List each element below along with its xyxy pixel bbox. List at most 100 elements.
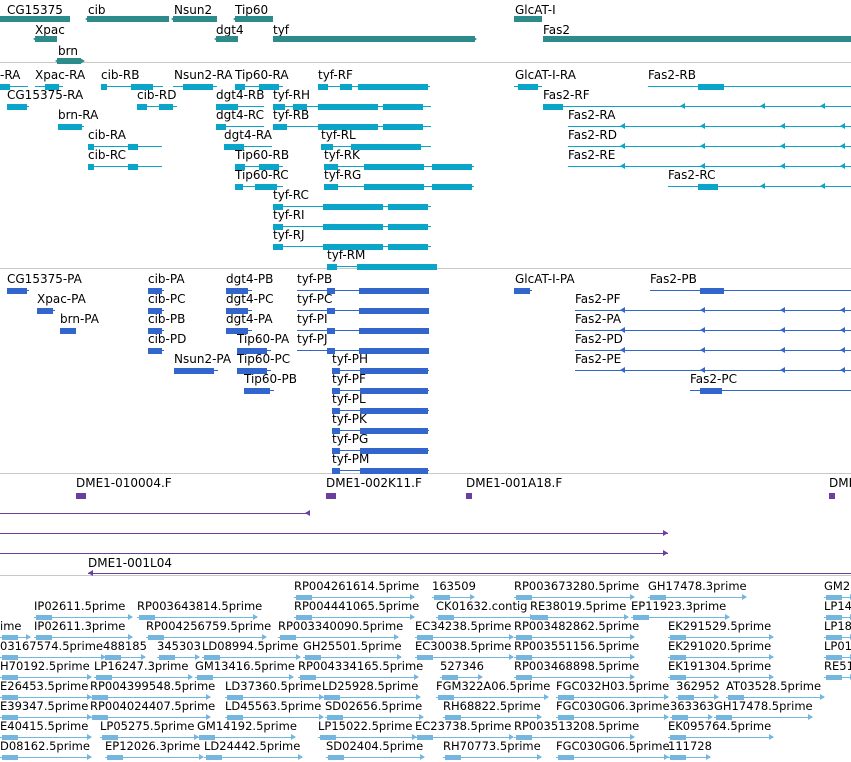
- transcript-glyph[interactable]: [668, 186, 851, 187]
- transcript-label[interactable]: tyf-RM: [327, 248, 366, 262]
- cds-block[interactable]: [174, 368, 214, 374]
- cds-block[interactable]: [359, 308, 429, 314]
- transcript-label[interactable]: Fas2-RB: [648, 68, 696, 82]
- transcript-label[interactable]: CG15375-RA: [7, 88, 84, 102]
- exon-block[interactable]: [698, 84, 724, 90]
- gene-glyph[interactable]: [0, 16, 70, 22]
- protein-label[interactable]: CG15375-PA: [7, 272, 82, 286]
- est-block[interactable]: [670, 655, 686, 660]
- gene-label[interactable]: cib: [88, 3, 106, 17]
- est-label[interactable]: SD02656.5prime: [325, 699, 423, 713]
- exon-block[interactable]: [128, 144, 138, 150]
- est-block[interactable]: [516, 655, 532, 660]
- clone-glyph[interactable]: [0, 553, 668, 554]
- est-glyph[interactable]: [202, 657, 300, 658]
- protein-label[interactable]: Tip60-PA: [237, 332, 290, 346]
- est-glyph[interactable]: [514, 637, 634, 638]
- est-block[interactable]: [105, 655, 121, 660]
- exon-block[interactable]: [388, 204, 428, 210]
- transcript-label[interactable]: Tip60-RA: [235, 68, 289, 82]
- transcript-label[interactable]: Fas2-RC: [668, 168, 716, 182]
- est-block[interactable]: [826, 595, 842, 600]
- cds-block[interactable]: [360, 408, 428, 414]
- est-glyph[interactable]: [648, 597, 746, 598]
- est-block[interactable]: [96, 675, 112, 680]
- est-glyph[interactable]: [157, 657, 199, 658]
- gene-glyph[interactable]: [235, 16, 273, 22]
- gene-glyph[interactable]: [514, 16, 542, 22]
- protein-label[interactable]: cib-PA: [148, 272, 185, 286]
- transcript-label[interactable]: cib-RD: [137, 88, 177, 102]
- est-label[interactable]: ime: [0, 619, 22, 633]
- est-block[interactable]: [417, 655, 433, 660]
- cds-block[interactable]: [360, 448, 428, 454]
- est-glyph[interactable]: [146, 637, 266, 638]
- est-block[interactable]: [36, 635, 52, 640]
- gene-glyph[interactable]: [173, 16, 217, 22]
- transcript-glyph[interactable]: [216, 106, 264, 107]
- est-label[interactable]: D08162.5prime: [0, 739, 90, 753]
- gene-glyph[interactable]: [57, 58, 81, 64]
- exon-block[interactable]: [323, 224, 383, 230]
- gene-glyph[interactable]: [216, 36, 238, 42]
- gene-label[interactable]: CG15375: [7, 3, 63, 17]
- protein-label[interactable]: tyf-PJ: [297, 332, 328, 346]
- protein-glyph[interactable]: [575, 310, 851, 311]
- exon-block[interactable]: [323, 204, 383, 210]
- transcript-glyph[interactable]: [0, 86, 28, 87]
- exon-block[interactable]: [273, 224, 283, 230]
- exon-block[interactable]: [323, 244, 383, 250]
- est-block[interactable]: [826, 675, 842, 680]
- est-label[interactable]: RP003482862.5prime: [514, 619, 640, 633]
- est-glyph[interactable]: [726, 697, 824, 698]
- est-glyph[interactable]: [0, 737, 91, 738]
- est-block[interactable]: [650, 595, 666, 600]
- est-block[interactable]: [204, 655, 220, 660]
- est-glyph[interactable]: [714, 717, 812, 718]
- est-block[interactable]: [670, 675, 686, 680]
- est-block[interactable]: [558, 755, 574, 760]
- est-label[interactable]: RP003673280.5prime: [514, 579, 640, 593]
- cds-block[interactable]: [60, 328, 76, 334]
- est-glyph[interactable]: [0, 757, 91, 758]
- exon-block[interactable]: [351, 144, 421, 150]
- est-glyph[interactable]: [204, 757, 302, 758]
- est-label[interactable]: 163509: [432, 579, 476, 593]
- est-glyph[interactable]: [325, 717, 423, 718]
- est-glyph[interactable]: [415, 637, 513, 638]
- est-label[interactable]: EC34238.5prime: [415, 619, 512, 633]
- est-block[interactable]: [434, 595, 450, 600]
- est-label[interactable]: GM14192.5prime: [197, 719, 297, 733]
- protein-label[interactable]: dgt4-PA: [226, 312, 273, 326]
- clone-glyph[interactable]: [0, 513, 310, 514]
- est-glyph[interactable]: [0, 677, 91, 678]
- clone-glyph[interactable]: [326, 493, 336, 499]
- est-label[interactable]: IP02611.5prime: [34, 599, 126, 613]
- exon-block[interactable]: [159, 104, 173, 110]
- transcript-glyph[interactable]: [224, 146, 272, 147]
- est-label[interactable]: GM13416.5prime: [195, 659, 295, 673]
- exon-block[interactable]: [255, 184, 277, 190]
- transcript-glyph[interactable]: [648, 86, 851, 87]
- est-label[interactable]: LD37360.5prime: [225, 679, 322, 693]
- protein-label[interactable]: Fas2-PD: [575, 332, 623, 346]
- est-block[interactable]: [678, 695, 694, 700]
- est-label[interactable]: LP14: [824, 599, 851, 613]
- cds-block[interactable]: [700, 388, 722, 394]
- transcript-label[interactable]: -RA: [0, 68, 21, 82]
- est-label[interactable]: 111728: [668, 739, 712, 753]
- est-label[interactable]: LD25928.5prime: [322, 679, 419, 693]
- protein-label[interactable]: dgt4-PB: [226, 272, 274, 286]
- est-glyph[interactable]: [668, 757, 710, 758]
- cds-block[interactable]: [226, 288, 248, 294]
- est-block[interactable]: [227, 695, 243, 700]
- cds-block[interactable]: [360, 468, 428, 474]
- est-block[interactable]: [826, 635, 842, 640]
- protein-label[interactable]: tyf-PL: [332, 392, 366, 406]
- exon-block[interactable]: [432, 184, 472, 190]
- cds-block[interactable]: [360, 368, 428, 374]
- est-glyph[interactable]: [514, 597, 634, 598]
- est-label[interactable]: FGC030G06.5prime: [556, 739, 670, 753]
- exon-block[interactable]: [273, 244, 283, 250]
- est-block[interactable]: [670, 635, 686, 640]
